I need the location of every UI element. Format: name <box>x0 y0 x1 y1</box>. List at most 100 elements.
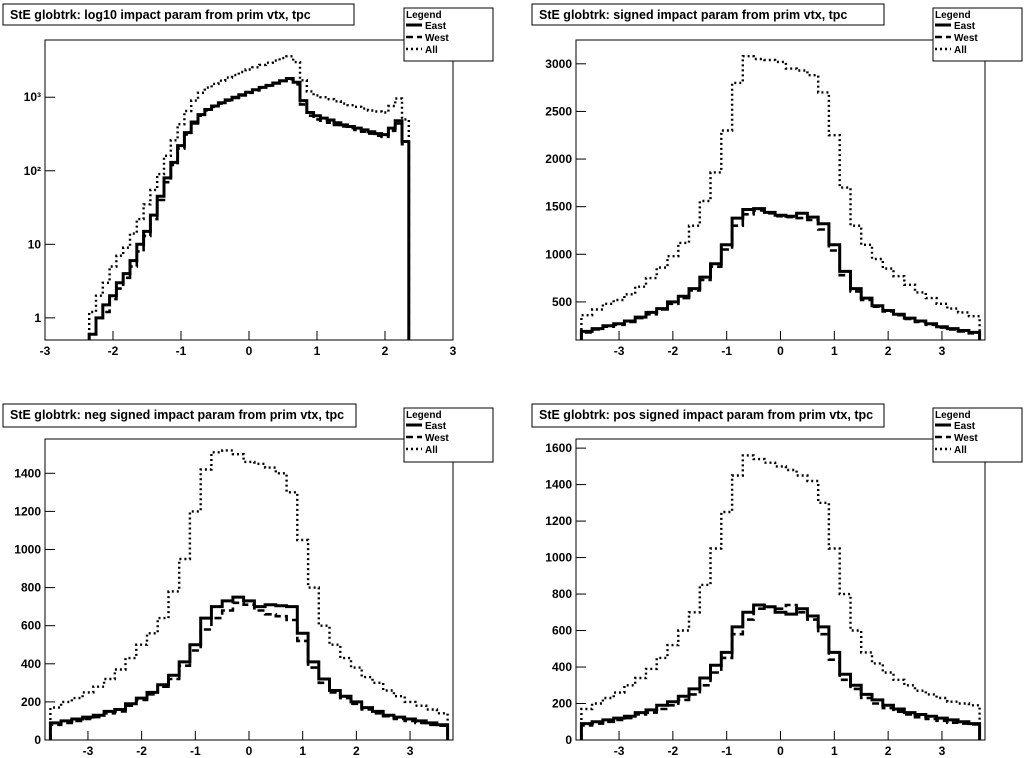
x-tick-label: 0 <box>246 744 253 758</box>
legend-entry-west: West <box>954 33 978 44</box>
y-tick-label: 200 <box>21 695 41 709</box>
y-tick-label: 1000 <box>545 551 572 565</box>
series-east-histogram <box>48 595 450 740</box>
y-tick-label: 800 <box>552 587 572 601</box>
x-tick-label: 2 <box>382 344 389 358</box>
title-box <box>2 3 355 26</box>
legend-title: Legend <box>935 10 971 21</box>
legend-entry-west: West <box>425 433 449 444</box>
series-all-histogram <box>580 454 981 740</box>
y-tick-label: 1 <box>34 311 41 325</box>
x-tick-label: 2 <box>353 744 360 758</box>
legend-entry-east: East <box>425 21 447 32</box>
x-tick-label: -3 <box>614 744 625 758</box>
y-tick-label: 500 <box>552 295 572 309</box>
series-west-histogram <box>580 603 981 740</box>
y-tick-label: 1000 <box>545 247 572 261</box>
chart-title: StE globtrk: signed impact param from pr… <box>539 8 847 22</box>
x-tick-label: -1 <box>721 344 732 358</box>
y-tick-label: 600 <box>21 619 41 633</box>
y-tick-label: 1200 <box>14 504 41 518</box>
y-tick-label: 1400 <box>545 478 572 492</box>
x-tick-label: -3 <box>40 344 51 358</box>
legend-box <box>403 7 494 62</box>
plot-frame <box>44 39 454 341</box>
chart-panel-3: -3 -2 -1 0 1 2 3 0 200 400 600 800 1000 1200 1400 StE g… <box>2 403 494 758</box>
series-west-histogram <box>580 209 981 340</box>
legend-title: Legend <box>406 10 442 21</box>
x-tick-label: 3 <box>939 744 946 758</box>
chart-panel-4: -3 -2 -1 0 1 2 3 0 200 400 600 800 1000 1200 1400 1600 S… <box>531 403 1023 758</box>
plot-frame <box>575 39 986 341</box>
x-tick-label: -2 <box>668 344 679 358</box>
y-tick-label: 1200 <box>545 514 572 528</box>
x-tick-label: 2 <box>885 344 892 358</box>
legend-entry-all: All <box>425 45 438 56</box>
chart-title: StE globtrk: neg signed impact param fro… <box>10 408 344 422</box>
plot-frame <box>44 438 454 741</box>
y-tick-label: 2000 <box>545 152 572 166</box>
title-box <box>531 3 885 26</box>
x-tick-label: 1 <box>831 744 838 758</box>
x-tick-label: -1 <box>190 744 201 758</box>
y-tick-label: 200 <box>552 697 572 711</box>
y-tick-label: 800 <box>21 581 41 595</box>
y-tick-label: 0 <box>565 733 572 747</box>
y-tick-label: 1500 <box>545 200 572 214</box>
x-tick-label: 3 <box>450 344 457 358</box>
series-west-histogram <box>87 77 411 340</box>
x-tick-label: -2 <box>136 744 147 758</box>
x-tick-label: -1 <box>176 344 187 358</box>
legend-entry-east: East <box>954 421 976 432</box>
x-tick-label: -3 <box>614 344 625 358</box>
x-tick-label: 1 <box>314 344 321 358</box>
series-all-histogram <box>580 55 981 340</box>
x-tick-label: -3 <box>83 744 94 758</box>
plot-frame <box>575 438 986 741</box>
chart-title: StE globtrk: pos signed impact param fro… <box>539 408 873 422</box>
x-tick-label: 0 <box>246 344 253 358</box>
legend-entry-east: East <box>954 21 976 32</box>
series-all-histogram <box>49 449 449 740</box>
x-tick-label: -2 <box>668 744 679 758</box>
legend-title: Legend <box>935 410 971 421</box>
y-tick-label: 600 <box>552 624 572 638</box>
series-west-histogram <box>49 601 449 740</box>
legend-entry-all: All <box>954 445 967 456</box>
x-tick-label: 1 <box>299 744 306 758</box>
legend-entry-west: West <box>954 433 978 444</box>
legend-box <box>932 7 1023 62</box>
y-tick-label: 2500 <box>545 104 572 118</box>
legend-entry-west: West <box>425 33 449 44</box>
legend-entry-east: East <box>425 421 447 432</box>
y-tick-label: 1400 <box>14 466 41 480</box>
x-tick-label: -2 <box>108 344 119 358</box>
y-tick-label: 0 <box>34 733 41 747</box>
x-tick-label: -1 <box>721 744 732 758</box>
y-tick-label: 400 <box>21 657 41 671</box>
x-tick-label: 2 <box>885 744 892 758</box>
chart-panel-2: -3 -2 -1 0 1 2 3 500 1000 1500 2000 2500 3000 StE glo… <box>531 3 1023 358</box>
y-tick-label: 10² <box>24 164 41 178</box>
y-tick-label: 10 <box>28 237 42 251</box>
legend-box <box>932 407 1023 463</box>
title-box <box>531 403 885 428</box>
y-tick-label: 1000 <box>14 542 41 556</box>
series-east-histogram <box>87 77 411 340</box>
legend-title: Legend <box>406 410 442 421</box>
y-tick-label: 400 <box>552 660 572 674</box>
series-east-histogram <box>579 603 982 740</box>
x-tick-label: 1 <box>831 344 838 358</box>
x-tick-label: 3 <box>407 744 414 758</box>
legend-box <box>403 407 494 463</box>
x-tick-label: 0 <box>777 744 784 758</box>
y-tick-label: 1600 <box>545 441 572 455</box>
legend-entry-all: All <box>954 45 967 56</box>
series-east-histogram <box>579 207 982 340</box>
title-box <box>2 403 357 428</box>
